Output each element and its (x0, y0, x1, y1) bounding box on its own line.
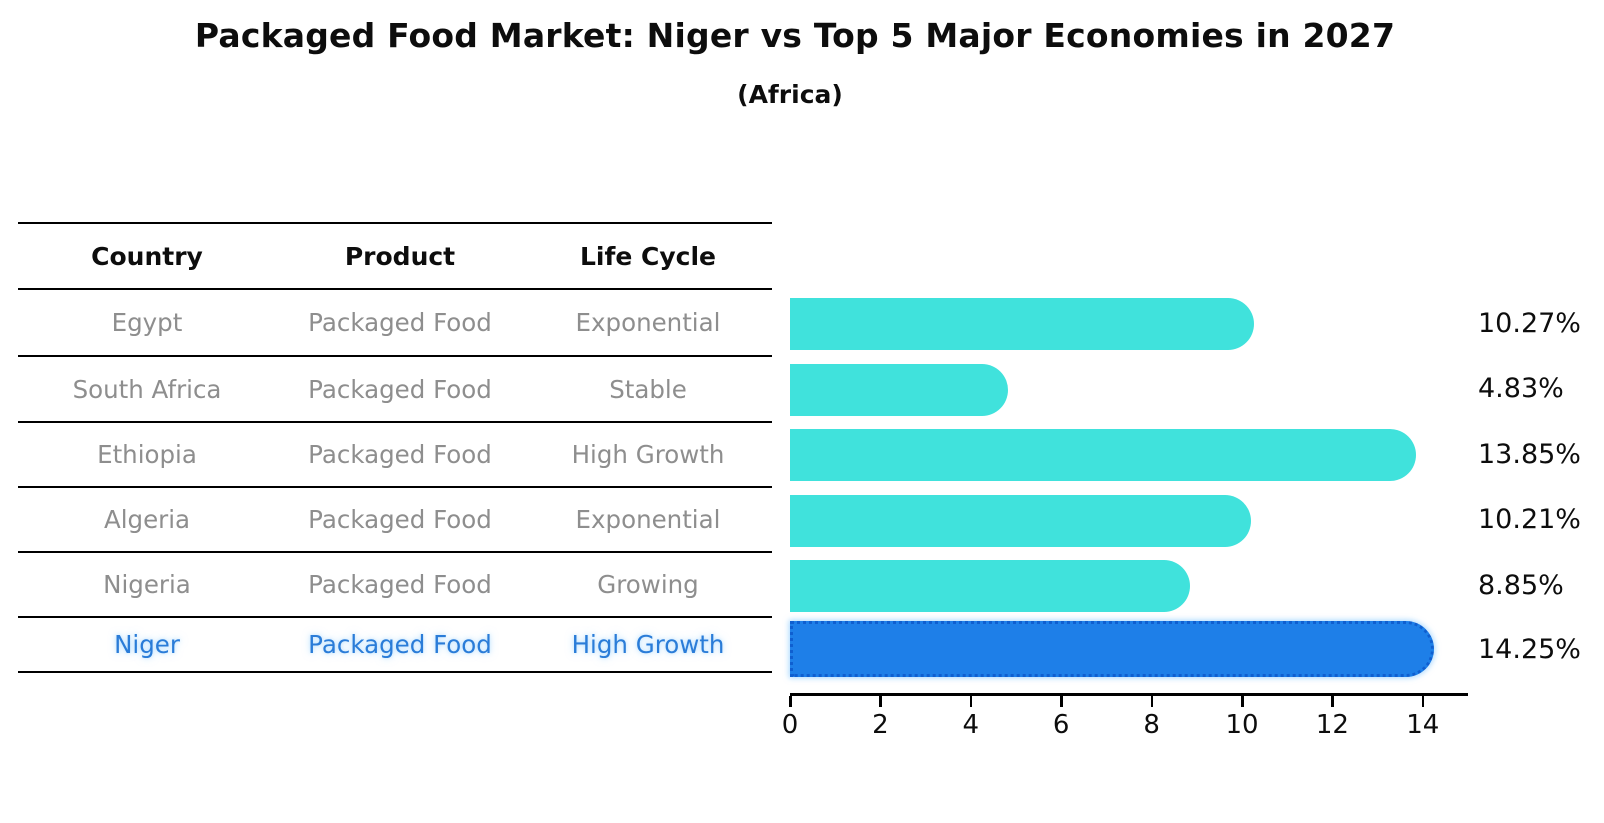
bar-south-africa (790, 364, 1009, 416)
tick-mark (879, 696, 882, 707)
table-row-nigeria: Nigeria Packaged Food Growing (18, 553, 772, 618)
tick-label: 6 (1052, 710, 1070, 740)
table-header-row: Country Product Life Cycle (18, 222, 772, 290)
bar-value-label-south-africa: 4.83% (1478, 373, 1564, 404)
bar-niger-highlighted (790, 621, 1435, 677)
tick-mark (1331, 696, 1334, 707)
cell-product: Packaged Food (308, 505, 492, 534)
bar-value-label-egypt: 10.27% (1478, 308, 1581, 339)
bar-value-label-algeria: 10.21% (1478, 504, 1581, 535)
bar-value-label-niger: 14.25% (1478, 634, 1581, 665)
cell-lifecycle: Growing (597, 570, 699, 599)
cell-country: Nigeria (103, 570, 191, 599)
cell-lifecycle: High Growth (571, 630, 725, 659)
bar-egypt (790, 298, 1255, 350)
cell-product: Packaged Food (308, 374, 492, 404)
bar-nigeria (790, 560, 1191, 612)
tick-mark (1421, 696, 1425, 707)
cell-lifecycle: Exponential (575, 308, 721, 337)
bar-ethiopia (790, 429, 1417, 481)
bar-algeria (790, 495, 1252, 547)
table-row-egypt: Egypt Packaged Food Exponential (18, 290, 772, 357)
chart-title: Packaged Food Market: Niger vs Top 5 Maj… (194, 16, 1396, 55)
cell-country: Algeria (103, 505, 191, 534)
tick-mark (969, 696, 973, 707)
cell-lifecycle: High Growth (571, 440, 725, 469)
header-country: Country (91, 241, 203, 271)
chart-subtitle: (Africa) (737, 80, 843, 109)
cell-lifecycle: Exponential (575, 505, 721, 534)
tick-mark (1060, 696, 1063, 707)
cell-product: Packaged Food (308, 308, 492, 337)
table-row-algeria: Algeria Packaged Food Exponential (18, 488, 772, 553)
table-row-niger: Niger Packaged Food High Growth (18, 618, 772, 673)
cell-country: Ethiopia (97, 440, 197, 469)
cell-product: Packaged Food (308, 570, 492, 599)
table-row-south-africa: South Africa Packaged Food Stable (18, 357, 772, 423)
x-axis-line (790, 693, 1468, 696)
cell-lifecycle: Stable (609, 374, 687, 404)
bar-value-label-nigeria: 8.85% (1478, 570, 1564, 601)
tick-label: 0 (781, 710, 799, 740)
header-product: Product (344, 241, 456, 271)
tick-label: 14 (1406, 710, 1440, 740)
bar-chart: 0 2 4 6 8 10 12 14 (782, 0, 1468, 823)
cell-country: Niger (114, 630, 180, 659)
tick-mark (1150, 696, 1154, 707)
cell-product: Packaged Food (308, 630, 492, 659)
tick-label: 2 (872, 710, 889, 740)
header-lifecycle: Life Cycle (579, 241, 717, 271)
tick-label: 4 (962, 710, 980, 740)
cell-country: South Africa (72, 374, 222, 404)
tick-mark (1241, 696, 1244, 707)
tick-label: 10 (1225, 710, 1259, 740)
country-table: Country Product Life Cycle Egypt Package… (18, 222, 772, 673)
tick-mark (789, 696, 792, 707)
tick-label: 12 (1315, 710, 1349, 740)
bar-value-label-ethiopia: 13.85% (1478, 439, 1581, 470)
cell-country: Egypt (111, 308, 183, 337)
tick-label: 8 (1143, 710, 1160, 740)
table-row-ethiopia: Ethiopia Packaged Food High Growth (18, 423, 772, 488)
cell-product: Packaged Food (308, 440, 492, 469)
